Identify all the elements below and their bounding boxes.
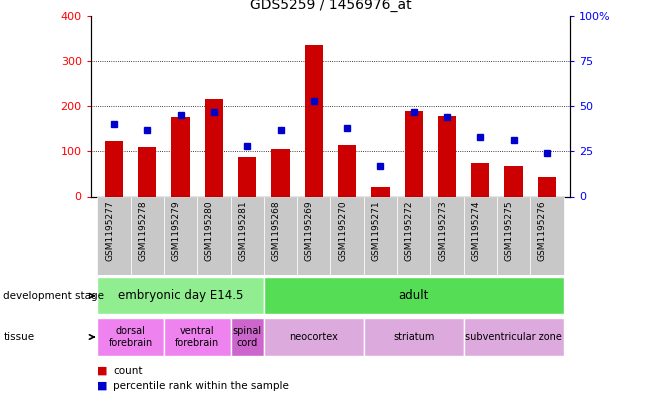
Text: dorsal
forebrain: dorsal forebrain (109, 326, 153, 348)
Bar (471, 163, 489, 196)
Text: development stage: development stage (3, 291, 104, 301)
Text: GSM1195277: GSM1195277 (105, 200, 114, 261)
Bar (364, 196, 397, 275)
Bar (97, 277, 264, 314)
Text: adult: adult (399, 289, 429, 302)
Bar (172, 118, 190, 196)
Text: GSM1195269: GSM1195269 (305, 200, 314, 261)
Bar (131, 196, 164, 275)
Bar (264, 196, 297, 275)
Text: ■: ■ (97, 381, 108, 391)
Text: GSM1195278: GSM1195278 (138, 200, 147, 261)
Bar (97, 318, 164, 356)
Text: embryonic day E14.5: embryonic day E14.5 (118, 289, 243, 302)
Text: tissue: tissue (3, 332, 34, 342)
Bar (164, 318, 231, 356)
Text: ■: ■ (97, 365, 108, 376)
Bar (530, 196, 564, 275)
Text: GSM1195273: GSM1195273 (438, 200, 447, 261)
Bar (497, 196, 530, 275)
Bar (164, 196, 197, 275)
Text: GSM1195274: GSM1195274 (471, 200, 480, 261)
Bar (538, 176, 556, 196)
Text: GSM1195280: GSM1195280 (205, 200, 214, 261)
Text: percentile rank within the sample: percentile rank within the sample (113, 381, 289, 391)
Bar (330, 196, 364, 275)
Text: GSM1195275: GSM1195275 (505, 200, 514, 261)
Bar (272, 149, 290, 196)
Text: neocortex: neocortex (290, 332, 338, 342)
Text: striatum: striatum (393, 332, 434, 342)
Bar (338, 145, 356, 196)
Bar (438, 116, 456, 196)
Bar (231, 318, 264, 356)
Bar (138, 147, 156, 196)
Text: spinal
cord: spinal cord (233, 326, 262, 348)
Text: ventral
forebrain: ventral forebrain (175, 326, 220, 348)
Text: GSM1195281: GSM1195281 (238, 200, 248, 261)
Bar (105, 141, 123, 196)
Bar (297, 196, 330, 275)
Bar (205, 99, 223, 196)
Bar (264, 277, 564, 314)
Bar (430, 196, 464, 275)
Bar (231, 196, 264, 275)
Text: subventricular zone: subventricular zone (465, 332, 562, 342)
Text: GSM1195271: GSM1195271 (371, 200, 380, 261)
Text: GSM1195270: GSM1195270 (338, 200, 347, 261)
Text: GSM1195272: GSM1195272 (405, 200, 413, 261)
Bar (364, 318, 464, 356)
Title: GDS5259 / 1456976_at: GDS5259 / 1456976_at (249, 0, 411, 12)
Bar (97, 196, 131, 275)
Bar (371, 187, 389, 196)
Text: GSM1195279: GSM1195279 (172, 200, 181, 261)
Text: GSM1195276: GSM1195276 (538, 200, 547, 261)
Text: count: count (113, 365, 143, 376)
Bar (397, 196, 430, 275)
Bar (264, 318, 364, 356)
Bar (464, 318, 564, 356)
Bar (464, 196, 497, 275)
Bar (305, 45, 323, 196)
Bar (197, 196, 231, 275)
Bar (505, 166, 523, 196)
Text: GSM1195268: GSM1195268 (272, 200, 281, 261)
Bar (404, 111, 423, 196)
Bar (238, 157, 257, 196)
